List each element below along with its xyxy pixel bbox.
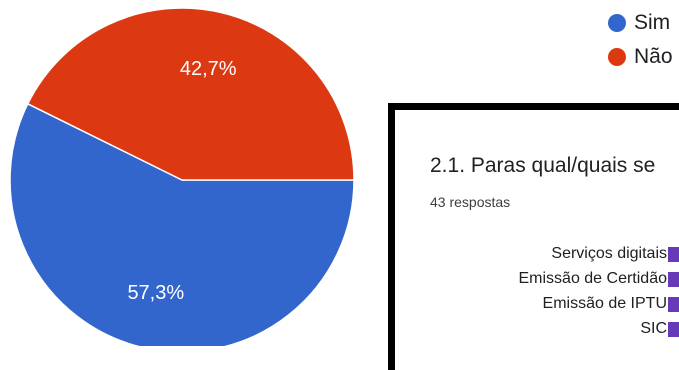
pie-legend: Sim Não [608,6,673,74]
bar[interactable] [668,272,679,287]
bar-category-label: Serviços digitais [551,245,667,262]
legend-label-nao: Não [634,45,673,68]
pie-slice-1[interactable] [26,7,355,181]
legend-item-sim[interactable]: Sim [608,6,673,40]
bar-category-label: Emissão de IPTU [542,295,667,312]
pie-slice-0[interactable] [9,102,355,346]
legend-swatch-sim [608,14,626,32]
pie-slice-label-0: 57,3% [127,282,184,304]
pie-slice-label-1: 42,7% [180,58,237,80]
pie-chart: 57,3% 42,7% [9,7,355,346]
bar-category-label: Emissão de Certidão [518,270,667,287]
legend-item-nao[interactable]: Não [608,40,673,74]
bar[interactable] [668,297,679,312]
legend-label-sim: Sim [634,11,671,34]
question-title: 2.1. Paras qual/quais se [430,154,656,177]
legend-swatch-nao [608,48,626,66]
question-card: 2.1. Paras qual/quais se 43 respostas Se… [388,103,679,370]
bar[interactable] [668,247,679,262]
bar[interactable] [668,322,679,337]
response-count: 43 respostas [430,194,511,210]
bar-category-label: SIC [640,320,667,337]
